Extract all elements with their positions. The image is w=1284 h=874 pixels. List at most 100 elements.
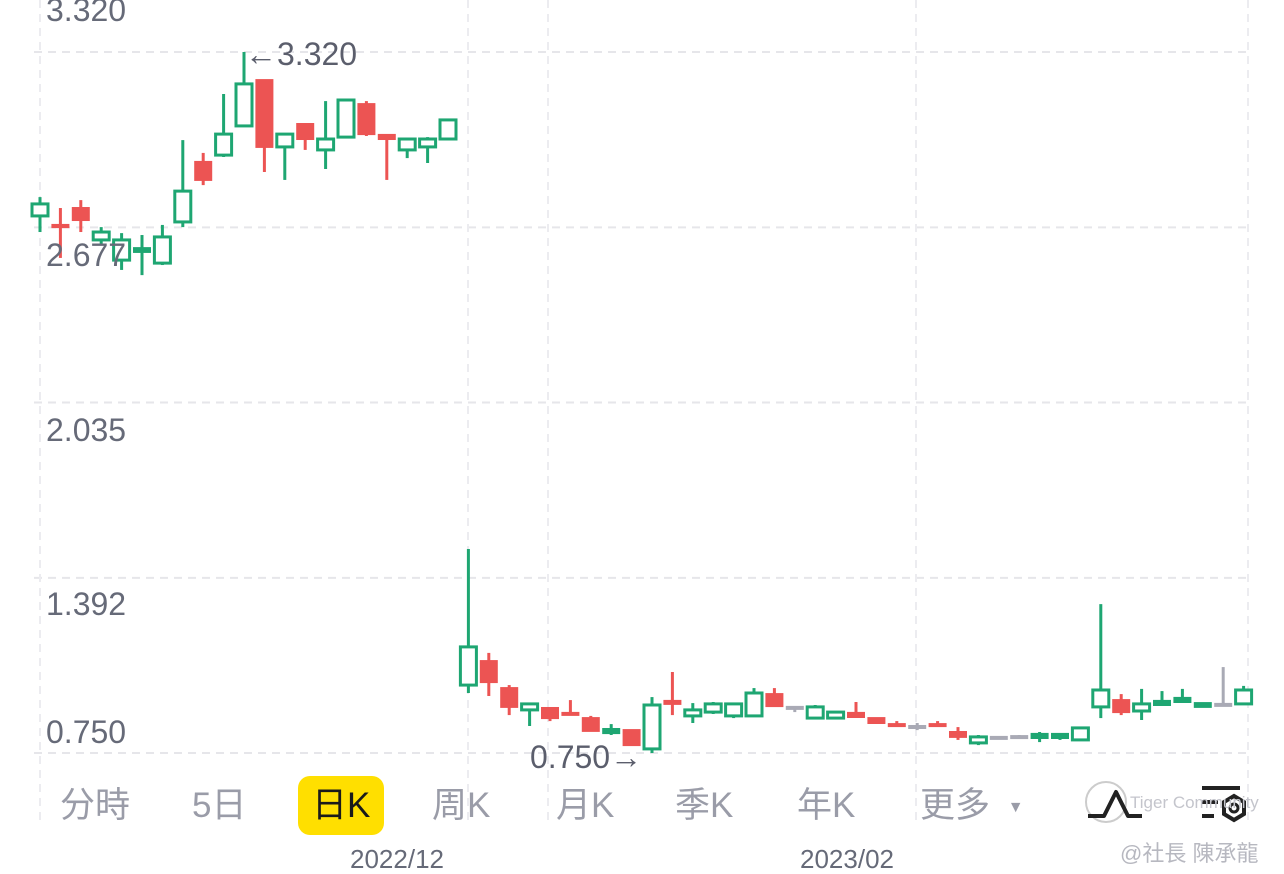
candle-flat bbox=[908, 722, 927, 731]
candle-body bbox=[255, 79, 274, 148]
tab-monthly-k[interactable]: 月K bbox=[556, 786, 615, 825]
tab-daily-k[interactable]: 日K bbox=[298, 776, 385, 835]
y-tick-label: 1.392 bbox=[46, 586, 127, 622]
candle-up bbox=[275, 132, 295, 180]
candle-body bbox=[1153, 699, 1171, 706]
candle-up bbox=[805, 704, 825, 720]
candle-body bbox=[602, 727, 621, 735]
candle-body bbox=[133, 247, 151, 253]
tab-intraday[interactable]: 分時 bbox=[60, 786, 131, 825]
candle-body bbox=[805, 705, 825, 720]
y-tick-label: 2.677 bbox=[46, 237, 127, 273]
candle-down bbox=[622, 729, 641, 747]
candle-up bbox=[520, 702, 540, 726]
candle-body bbox=[1173, 696, 1192, 703]
candle-up bbox=[602, 724, 621, 735]
candle-up bbox=[1091, 604, 1111, 719]
candle-down bbox=[581, 715, 600, 732]
chevron-down-icon: ▼ bbox=[1007, 798, 1024, 816]
candle-body bbox=[908, 724, 927, 729]
candle-flat bbox=[1010, 734, 1029, 740]
tab-weekly-k[interactable]: 周K bbox=[432, 786, 491, 825]
candle-body bbox=[152, 235, 172, 265]
candle-up bbox=[214, 94, 234, 158]
candle-body bbox=[1051, 732, 1069, 739]
candle-body bbox=[928, 723, 947, 728]
candle-body bbox=[622, 729, 641, 747]
tab-more[interactable]: 更多 ▼ bbox=[920, 788, 1024, 823]
candle-body bbox=[173, 189, 193, 224]
candle-up bbox=[173, 140, 193, 228]
candle-body bbox=[377, 133, 396, 141]
candle-body bbox=[1214, 702, 1233, 707]
candle-body bbox=[51, 223, 70, 229]
y-tick-label: 2.035 bbox=[46, 412, 127, 448]
candle-up bbox=[234, 52, 254, 128]
candle-body bbox=[234, 82, 254, 128]
candle-down bbox=[500, 685, 519, 716]
candle-up bbox=[152, 224, 172, 266]
candle-down bbox=[561, 700, 580, 716]
candle-body bbox=[418, 137, 438, 149]
watermark-author: @社長 陳承龍 bbox=[1120, 841, 1259, 866]
candle-body bbox=[561, 711, 580, 716]
candle-body bbox=[683, 708, 703, 718]
candle-body bbox=[357, 103, 376, 136]
candle-down bbox=[847, 701, 865, 718]
candle-body bbox=[541, 706, 559, 720]
candle-body bbox=[703, 702, 723, 714]
candle-body bbox=[724, 702, 744, 718]
grid bbox=[34, 0, 1250, 820]
candle-up bbox=[133, 235, 151, 276]
watermark-brand: Tiger Community bbox=[1130, 793, 1259, 812]
candle-body bbox=[438, 118, 458, 141]
settings-icon[interactable] bbox=[1200, 784, 1250, 834]
candle-body bbox=[336, 98, 356, 139]
tab-yearly-k[interactable]: 年K bbox=[797, 786, 856, 825]
candle-body bbox=[968, 735, 988, 745]
candle-up bbox=[458, 548, 478, 693]
candle-up bbox=[724, 702, 744, 719]
candle-up bbox=[30, 197, 50, 233]
candle-body bbox=[581, 717, 600, 732]
candle-down bbox=[296, 123, 315, 150]
tab-more-label: 更多 bbox=[920, 786, 991, 825]
candle-body bbox=[500, 687, 519, 708]
candle-body bbox=[989, 735, 1008, 740]
candle-body bbox=[458, 645, 478, 687]
candle-down bbox=[949, 727, 967, 740]
candle-up bbox=[418, 137, 438, 164]
indicator-icon[interactable] bbox=[1082, 780, 1146, 830]
candle-body bbox=[642, 703, 662, 751]
candle-down bbox=[71, 200, 90, 233]
candle-body bbox=[663, 699, 682, 705]
candle-body bbox=[214, 132, 234, 157]
candle-up bbox=[91, 227, 111, 246]
candle-up bbox=[826, 710, 846, 720]
candle-body bbox=[785, 705, 804, 710]
candle-body bbox=[1070, 726, 1090, 742]
candle-up bbox=[1173, 688, 1192, 703]
tab-quarterly-k[interactable]: 季K bbox=[675, 786, 734, 825]
candle-body bbox=[194, 160, 213, 181]
candle-body bbox=[1010, 735, 1029, 740]
candle-up bbox=[1030, 731, 1049, 743]
candle-up bbox=[1070, 726, 1090, 742]
candle-body bbox=[847, 711, 865, 718]
candle-body bbox=[1112, 699, 1131, 714]
y-tick-label: 3.320 bbox=[46, 0, 127, 28]
candle-body bbox=[275, 132, 295, 149]
candle-up bbox=[1234, 685, 1254, 706]
candle-up bbox=[703, 701, 723, 714]
candle-body bbox=[744, 691, 764, 718]
tab-5day[interactable]: 5日 bbox=[192, 786, 247, 825]
candle-body bbox=[826, 710, 846, 720]
candle-up bbox=[336, 98, 356, 139]
candle-down bbox=[765, 688, 784, 708]
candle-down bbox=[194, 152, 213, 186]
x-tick-label: 2023/02 bbox=[800, 844, 894, 874]
candle-up bbox=[1132, 688, 1152, 720]
x-tick-label: 2022/12 bbox=[350, 844, 444, 874]
candle-down bbox=[541, 706, 559, 722]
candle-body bbox=[1091, 688, 1111, 709]
